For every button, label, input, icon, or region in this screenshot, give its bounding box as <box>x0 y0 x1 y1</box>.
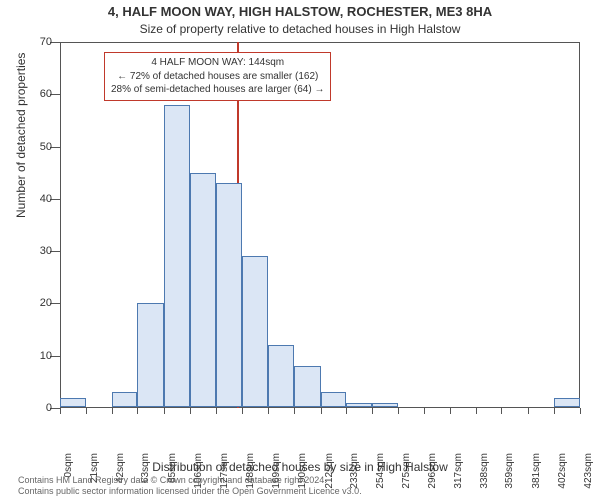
histogram-bar <box>294 366 321 407</box>
chart-footer: Contains HM Land Registry data © Crown c… <box>18 475 362 497</box>
chart-title-sub: Size of property relative to detached ho… <box>0 22 600 36</box>
x-tick <box>372 408 373 414</box>
histogram-bar <box>60 398 86 407</box>
x-tick <box>321 408 322 414</box>
y-tick-label: 10 <box>22 350 52 362</box>
x-tick <box>476 408 477 414</box>
histogram-bar <box>216 183 242 407</box>
y-tick-label: 70 <box>22 36 52 48</box>
x-tick <box>528 408 529 414</box>
y-tick-label: 20 <box>22 297 52 309</box>
y-tick-label: 50 <box>22 141 52 153</box>
histogram-bar <box>268 345 294 407</box>
x-tick <box>164 408 165 414</box>
callout-line-3: 28% of semi-detached houses are larger (… <box>111 83 324 97</box>
x-tick <box>450 408 451 414</box>
histogram-bar <box>190 173 216 407</box>
histogram-bar <box>164 105 190 407</box>
plot-area: 4 HALF MOON WAY: 144sqm ← 72% of detache… <box>60 42 580 408</box>
x-tick <box>86 408 87 414</box>
x-tick <box>242 408 243 414</box>
x-tick <box>137 408 138 414</box>
chart-title-main: 4, HALF MOON WAY, HIGH HALSTOW, ROCHESTE… <box>0 4 600 19</box>
histogram-bar <box>321 392 347 407</box>
x-tick <box>501 408 502 414</box>
x-tick <box>112 408 113 414</box>
y-tick-label: 40 <box>22 193 52 205</box>
x-tick <box>424 408 425 414</box>
footer-line-2: Contains public sector information licen… <box>18 486 362 497</box>
histogram-bar <box>372 403 398 407</box>
x-tick <box>346 408 347 414</box>
x-tick <box>398 408 399 414</box>
histogram-bar <box>554 398 580 407</box>
y-tick-label: 60 <box>22 88 52 100</box>
x-tick <box>216 408 217 414</box>
histogram-bar <box>242 256 268 407</box>
callout-box: 4 HALF MOON WAY: 144sqm ← 72% of detache… <box>104 52 331 101</box>
x-tick <box>554 408 555 414</box>
property-size-chart: 4, HALF MOON WAY, HIGH HALSTOW, ROCHESTE… <box>0 0 600 500</box>
footer-line-1: Contains HM Land Registry data © Crown c… <box>18 475 362 486</box>
histogram-bar <box>346 403 372 407</box>
x-tick <box>580 408 581 414</box>
x-tick <box>294 408 295 414</box>
callout-line-2: ← 72% of detached houses are smaller (16… <box>111 70 324 84</box>
x-tick <box>268 408 269 414</box>
x-tick <box>60 408 61 414</box>
y-tick-label: 30 <box>22 245 52 257</box>
x-axis-label: Distribution of detached houses by size … <box>0 460 600 474</box>
histogram-bar <box>112 392 138 407</box>
x-tick <box>190 408 191 414</box>
y-tick-label: 0 <box>22 402 52 414</box>
histogram-bar <box>137 303 164 407</box>
callout-line-1: 4 HALF MOON WAY: 144sqm <box>111 56 324 70</box>
